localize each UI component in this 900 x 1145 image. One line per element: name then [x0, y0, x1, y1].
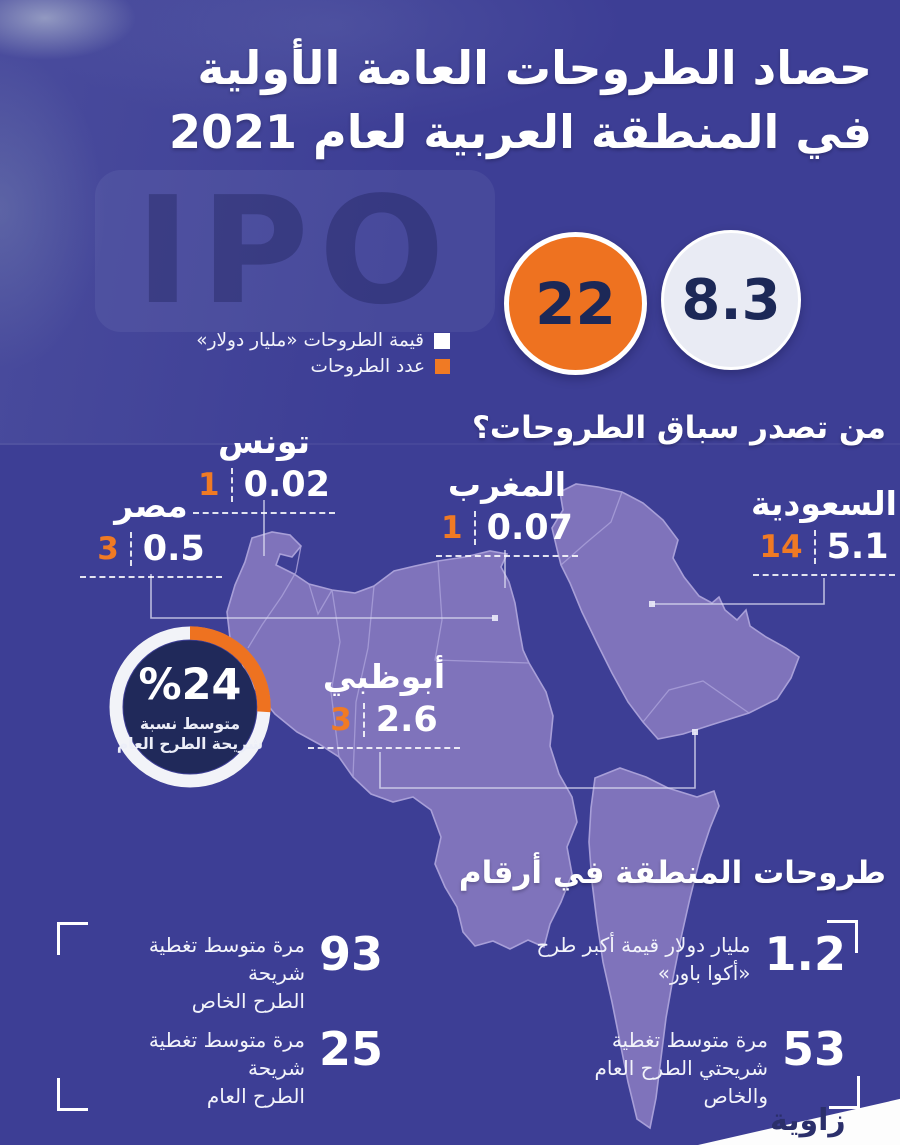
donut-label: %24 متوسط نسبة شريحة الطرح العام [108, 658, 272, 754]
stat-label: مرة متوسط تغطية شريحة الطرح الخاص [148, 933, 305, 1013]
stat-number: 1.2 [764, 927, 847, 981]
ipo-watermark-text: IPO [135, 165, 455, 337]
page-title-line1: حصاد الطروحات العامة الأولية [197, 41, 873, 95]
stat-combined-coverage: مرة متوسط تغطية شريحتي الطرح العام والخا… [530, 1026, 846, 1110]
corner-bracket-bottom-left [57, 1078, 88, 1111]
leader-line-egypt [150, 574, 494, 619]
dashed-underline [436, 554, 578, 557]
legend-row-value: قيمة الطروحات «مليار دولار» [128, 330, 450, 351]
country-count: 3 [330, 701, 352, 738]
country-border [434, 560, 530, 664]
country-value: 0.5 [142, 528, 205, 569]
corner-bracket-bottom-right [829, 1076, 860, 1109]
country-value: 0.02 [243, 464, 330, 505]
country-count: 3 [97, 530, 119, 567]
page-title-line2: في المنطقة العربية لعام 2021 [168, 105, 873, 160]
dashed-underline [753, 573, 895, 576]
country-name: السعودية [751, 484, 897, 523]
dashed-separator [129, 531, 132, 566]
country-border [308, 583, 333, 616]
dashed-underline [80, 575, 222, 578]
stat-label: مليار دولار قيمة أكبر طرح «أكوا باور» [536, 933, 751, 985]
callout-egypt: مصر 3 0.5 [80, 487, 222, 578]
country-count: 1 [198, 466, 220, 503]
callout-saudi: السعودية 14 5.1 [751, 484, 897, 576]
dashed-separator [813, 529, 816, 564]
country-value: 0.07 [486, 507, 573, 548]
dashed-separator [362, 702, 365, 737]
country-count: 14 [759, 528, 803, 565]
ipo-count-value: 22 [535, 269, 616, 338]
ipo-watermark-box: IPO [95, 165, 495, 337]
stat-number: 93 [318, 927, 383, 981]
legend-label-count: عدد الطروحات [310, 356, 425, 377]
callout-tunisia: تونس 1 0.02 [193, 423, 335, 514]
background-seam [0, 443, 900, 445]
country-value: 5.1 [826, 526, 889, 567]
leader-dot-egypt [492, 615, 498, 621]
leader-line-saudi [652, 578, 825, 605]
donut-label-line1: متوسط نسبة [139, 714, 241, 733]
stat-number: 53 [781, 1022, 846, 1076]
callout-abudhabi: أبوظبي 3 2.6 [308, 658, 460, 749]
legend-label-value: قيمة الطروحات «مليار دولار» [196, 330, 424, 351]
legend-row-count: عدد الطروحات [128, 356, 450, 377]
race-heading: من تصدر سباق الطروحات؟ [471, 410, 886, 446]
stat-label: مرة متوسط تغطية شريحتي الطرح العام والخا… [594, 1028, 768, 1108]
dashed-separator [230, 467, 233, 502]
ipo-count-circle: 22 [504, 232, 647, 375]
stat-number: 25 [318, 1022, 383, 1076]
public-tranche-donut-chart [109, 626, 271, 788]
stat-public-coverage: مرة متوسط تغطية شريحة الطرح العام 25 [95, 1026, 383, 1110]
country-value: 2.6 [375, 699, 438, 740]
country-name: أبوظبي [322, 657, 446, 696]
donut-label-line2: شريحة الطرح العام [116, 735, 264, 754]
leader-dot-saudi [649, 601, 655, 607]
country-name: مصر [114, 486, 188, 525]
dashed-underline [193, 511, 335, 514]
country-count: 1 [441, 509, 463, 546]
page-title: حصاد الطروحات العامة الأولية في المنطقة … [42, 36, 873, 165]
corner-bracket-top-left [57, 922, 88, 955]
ipo-value-value: 8.3 [681, 267, 781, 333]
country-border [642, 680, 750, 723]
country-name: تونس [217, 422, 311, 461]
dashed-separator [473, 510, 476, 545]
count-swatch-icon [435, 359, 450, 374]
leader-dot-abudhabi [692, 729, 698, 735]
corner-bracket-top-right [827, 920, 858, 953]
dashed-underline [308, 746, 460, 749]
callout-morocco: المغرب 1 0.07 [436, 466, 578, 557]
legend: قيمة الطروحات «مليار دولار» عدد الطروحات [128, 330, 450, 377]
country-name: المغرب [447, 465, 567, 504]
numbers-heading: طروحات المنطقة في أرقام [458, 855, 886, 891]
stat-private-coverage: مرة متوسط تغطية شريحة الطرح الخاص 93 [95, 931, 383, 1015]
value-swatch-icon [434, 332, 450, 349]
zawya-logo-text: زاوية [770, 1103, 846, 1138]
ipo-value-circle: 8.3 [661, 230, 801, 370]
donut-percent: %24 [138, 660, 242, 710]
stat-largest-ipo: مليار دولار قيمة أكبر طرح «أكوا باور» 1.… [530, 931, 846, 987]
background-texture [0, 0, 900, 445]
stat-label: مرة متوسط تغطية شريحة الطرح العام [148, 1028, 305, 1108]
